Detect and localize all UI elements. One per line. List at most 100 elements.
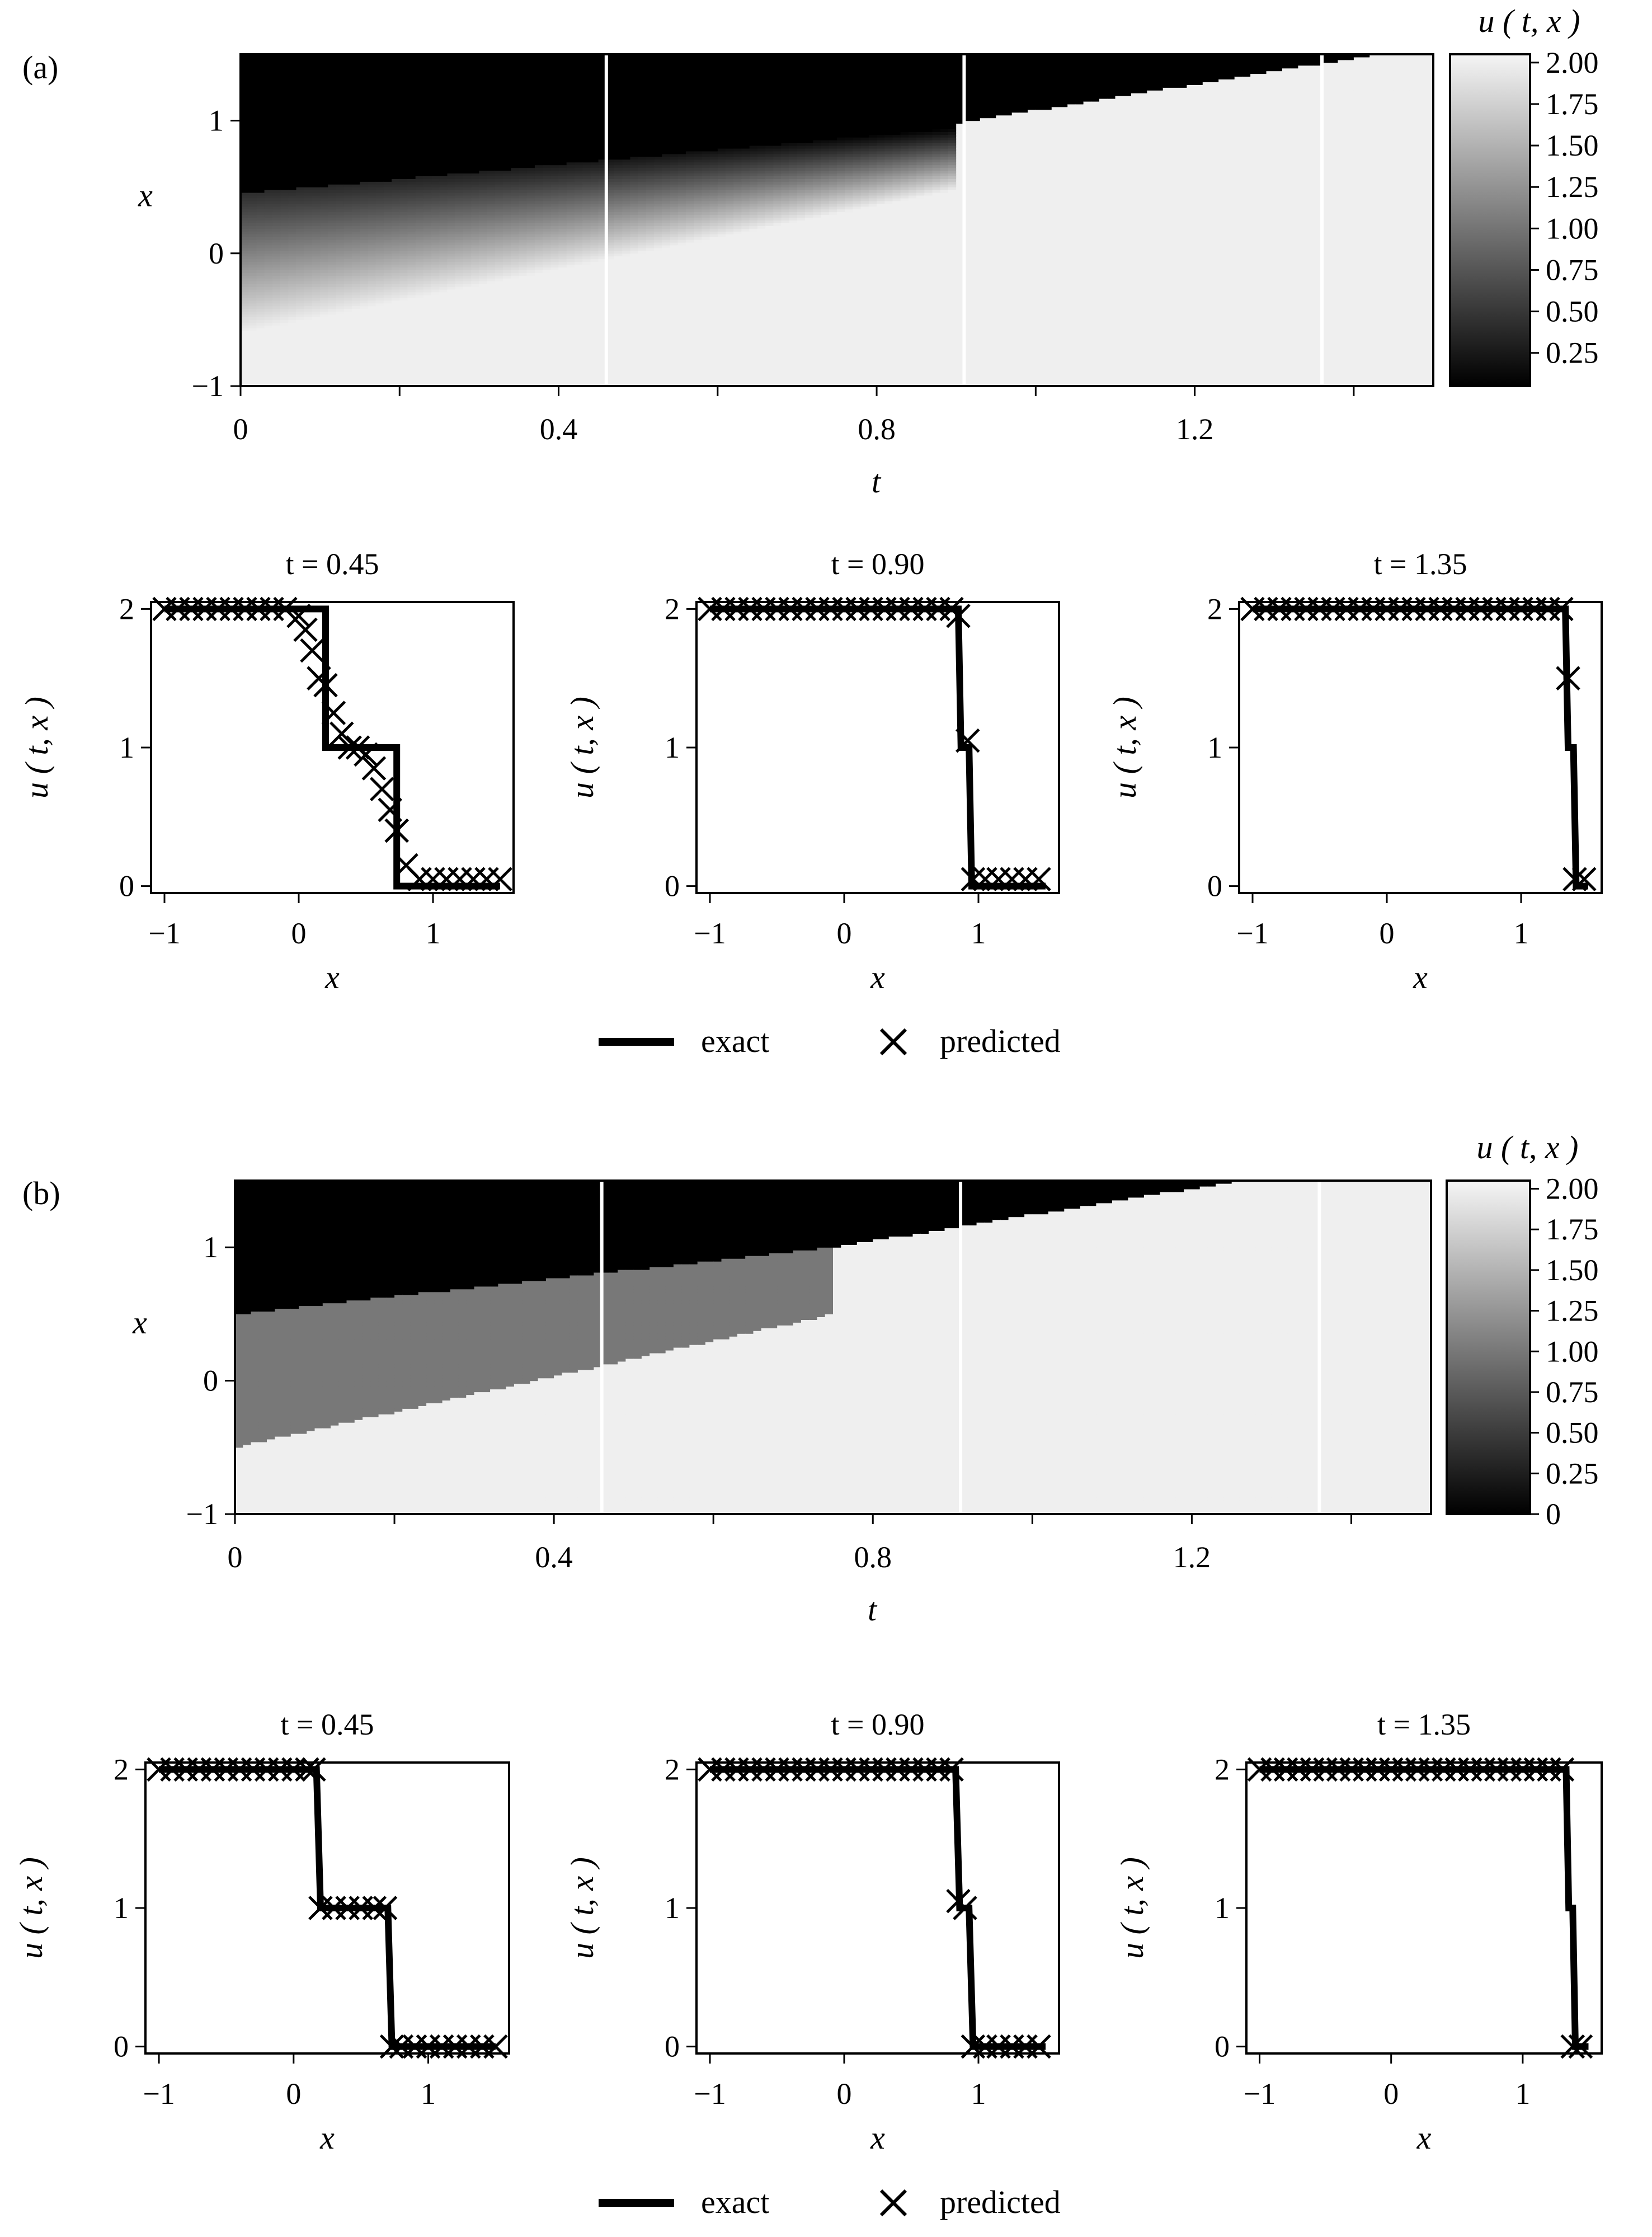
heatmap-cell — [559, 151, 567, 154]
heatmap-cell — [328, 198, 336, 201]
heatmap-cell — [296, 171, 305, 174]
heatmap-cell — [384, 265, 392, 268]
heatmap-cell — [399, 317, 408, 321]
heatmap-cell — [265, 234, 273, 237]
heatmap-cell — [272, 347, 281, 351]
heatmap-cell — [280, 178, 289, 182]
heatmap-cell — [320, 57, 328, 60]
heatmap-cell — [336, 87, 345, 91]
heatmap-cell — [550, 165, 559, 168]
heatmap-cell — [487, 181, 496, 185]
heatmap-cell — [368, 79, 376, 83]
heatmap-cell — [360, 140, 368, 143]
heatmap-cell — [550, 143, 559, 146]
heatmap-cell — [336, 90, 345, 93]
heatmap-cell — [248, 295, 257, 298]
heatmap-cell — [399, 298, 408, 301]
heatmap-cell — [352, 173, 360, 177]
heatmap-cell — [360, 331, 368, 334]
heatmap-cell — [550, 356, 559, 359]
heatmap-cell — [320, 350, 328, 354]
heatmap-cell — [559, 134, 567, 138]
heatmap-cell — [448, 126, 456, 130]
heatmap-cell — [479, 298, 487, 301]
heatmap-cell — [559, 306, 567, 309]
heatmap-cell — [392, 171, 400, 174]
heatmap-cell — [288, 284, 296, 287]
heatmap-cell — [360, 223, 368, 226]
heatmap-cell — [399, 121, 408, 124]
heatmap-cell — [256, 267, 265, 271]
heatmap-cell — [471, 312, 479, 315]
heatmap-cell — [288, 331, 296, 334]
heatmap-cell — [431, 237, 440, 240]
heatmap-cell — [241, 220, 249, 224]
heatmap-cell — [495, 286, 503, 290]
heatmap-cell — [399, 112, 408, 116]
heatmap-cell — [344, 60, 352, 63]
heatmap-cell — [535, 317, 543, 321]
heatmap-cell — [463, 295, 472, 298]
heatmap-cell — [384, 366, 392, 370]
heatmap-cell — [265, 237, 273, 240]
heatmap-cell — [471, 168, 479, 171]
heatmap-cell — [423, 333, 432, 337]
heatmap-cell — [487, 198, 496, 201]
heatmap-cell — [248, 209, 257, 213]
heatmap-cell — [256, 190, 265, 193]
heatmap-cell — [241, 129, 249, 132]
heatmap-cell — [543, 57, 551, 60]
heatmap-cell — [352, 215, 360, 218]
heatmap-cell — [455, 195, 464, 199]
heatmap-cell — [304, 331, 313, 334]
heatmap-cell — [416, 148, 424, 152]
heatmap-cell — [376, 380, 384, 384]
heatmap-cell — [248, 121, 257, 124]
heatmap-cell — [392, 63, 400, 66]
heatmap-cell — [392, 256, 400, 260]
heatmap-cell — [431, 225, 440, 229]
heatmap-cell — [463, 300, 472, 304]
heatmap-cell — [248, 126, 257, 130]
heatmap-cell — [423, 137, 432, 140]
heatmap-cell — [336, 366, 345, 370]
heatmap-cell — [280, 206, 289, 210]
heatmap-cell — [527, 184, 535, 187]
heatmap-cell — [376, 317, 384, 321]
heatmap-cell — [360, 71, 368, 74]
heatmap-cell — [336, 184, 345, 187]
heatmap-cell — [416, 356, 424, 359]
heatmap-cell — [423, 104, 432, 107]
heatmap-cell — [265, 356, 273, 359]
heatmap-cell — [439, 68, 448, 72]
heatmap-cell — [471, 96, 479, 99]
heatmap-cell — [439, 331, 448, 334]
heatmap-cell — [368, 265, 376, 268]
heatmap-cell — [265, 223, 273, 226]
heatmap-cell — [272, 187, 281, 190]
heatmap-cell — [550, 325, 559, 328]
heatmap-cell — [439, 234, 448, 237]
heatmap-cell — [320, 181, 328, 185]
heatmap-cell — [487, 234, 496, 237]
heatmap-cell — [352, 228, 360, 232]
heatmap-cell — [416, 145, 424, 149]
heatmap-cell — [280, 251, 289, 254]
heatmap-cell — [511, 306, 519, 309]
heatmap-cell — [479, 380, 487, 384]
heatmap-cell — [495, 90, 503, 93]
heatmap-cell — [416, 168, 424, 171]
heatmap-cell — [535, 292, 543, 295]
heatmap-cell — [559, 242, 567, 246]
heatmap-cell — [352, 112, 360, 116]
heatmap-cell — [487, 339, 496, 342]
heatmap-cell — [336, 218, 345, 221]
heatmap-cell — [503, 314, 511, 318]
heatmap-cell — [550, 176, 559, 179]
heatmap-cell — [511, 112, 519, 116]
heatmap-cell — [511, 292, 519, 295]
heatmap-cell — [455, 242, 464, 246]
heatmap-cell — [248, 151, 257, 154]
heatmap-cell — [344, 126, 352, 130]
heatmap-cell — [288, 151, 296, 154]
